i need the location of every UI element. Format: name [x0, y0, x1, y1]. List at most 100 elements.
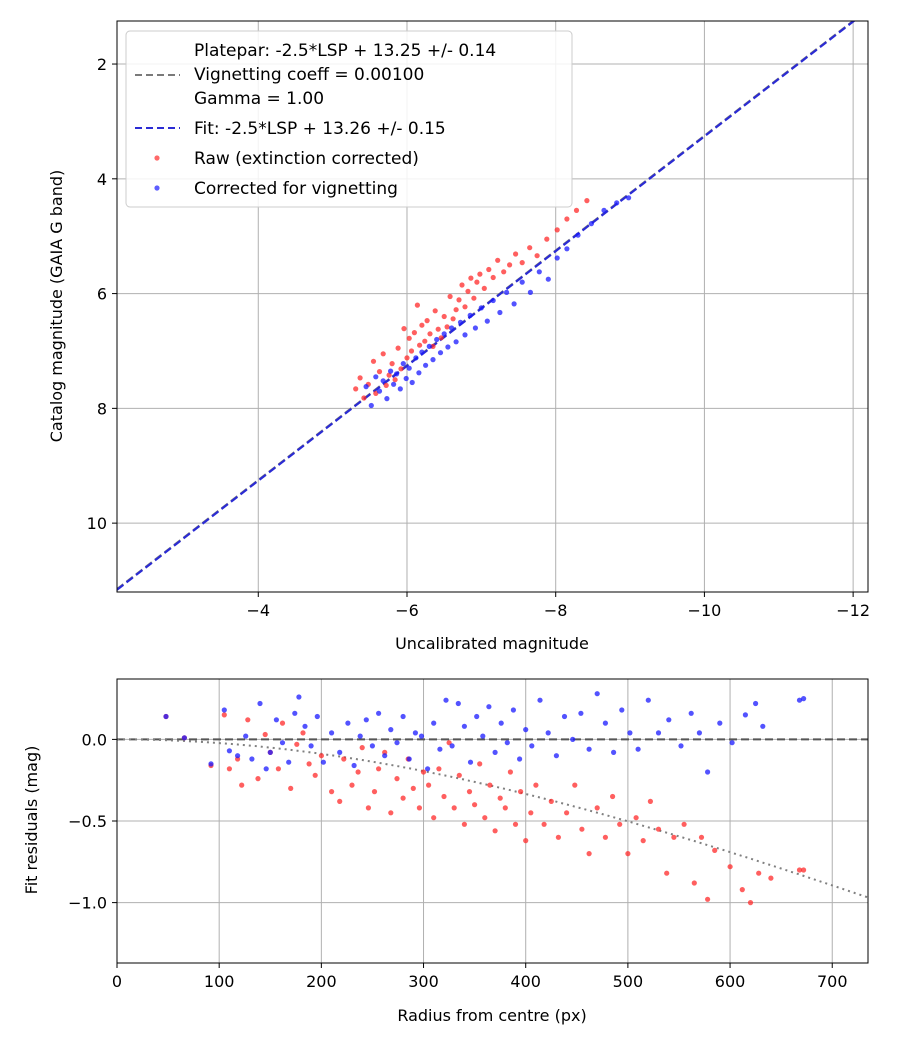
raw-point [554, 227, 560, 233]
raw-point [411, 330, 417, 336]
raw-point [417, 342, 423, 348]
corrected-point [545, 730, 551, 736]
raw-point [349, 782, 355, 788]
bottom-ticks: 0 100 200 300 400 500 600 700 0.0 −0.5 −1.0 [68, 730, 847, 991]
raw-point [739, 887, 745, 893]
raw-point [318, 753, 324, 759]
corrected-point [181, 735, 187, 741]
corrected-point [594, 691, 600, 697]
corrected-point [419, 349, 425, 355]
legend: Platepar: -2.5*LSP + 13.25 +/- 0.14 Vign… [125, 30, 573, 208]
corrected-point [449, 325, 455, 331]
raw-point [401, 326, 407, 332]
raw-point [497, 795, 503, 801]
legend-raw-marker [154, 155, 160, 161]
corrected-point [666, 717, 672, 723]
corrected-point [453, 339, 459, 345]
corrected-point [363, 384, 369, 390]
corrected-point [409, 379, 415, 386]
raw-point [422, 338, 428, 344]
raw-point [544, 236, 550, 242]
x-tick-label: 100 [204, 972, 235, 991]
corrected-point [445, 344, 451, 350]
raw-point [410, 785, 416, 792]
corrected-point [329, 730, 335, 736]
raw-point [435, 326, 441, 332]
corrected-point [376, 710, 382, 716]
corrected-point [406, 365, 412, 371]
raw-point [357, 375, 363, 381]
raw-point [408, 348, 415, 354]
raw-point [427, 331, 433, 337]
corrected-point [611, 749, 617, 756]
corrected-point [449, 743, 455, 749]
raw-point [306, 761, 312, 767]
raw-point [275, 766, 281, 772]
raw-point [492, 828, 498, 834]
top-plot-frame [116, 20, 869, 593]
corrected-point [504, 740, 510, 746]
corrected-point [655, 730, 662, 736]
corrected-point [480, 733, 486, 739]
raw-point [459, 282, 465, 288]
raw-point [579, 826, 585, 832]
corrected-point [430, 357, 436, 363]
raw-point [513, 251, 519, 257]
raw-point [255, 776, 261, 782]
raw-point [796, 867, 803, 873]
corrected-point [561, 713, 568, 720]
raw-point [337, 798, 343, 805]
corrected-point [441, 331, 447, 337]
corrected-point [626, 195, 632, 201]
bottom-grid [116, 679, 868, 963]
raw-point [664, 870, 670, 876]
corrected-point [490, 297, 496, 304]
raw-point [380, 351, 386, 357]
raw-point [507, 769, 513, 775]
corrected-point [221, 707, 227, 713]
x-tick-label: 400 [510, 972, 541, 991]
raw-point [420, 769, 427, 775]
raw-point [383, 382, 389, 388]
corrected-point [601, 207, 607, 213]
bottom-y-axis-label: Fit residuals (mag) [22, 746, 41, 895]
legend-fit-label: Fit: -2.5*LSP + 13.26 +/- 0.15 [194, 119, 446, 139]
raw-point [394, 776, 400, 782]
legend-platepar-label-3: Gamma = 1.00 [194, 89, 324, 109]
legend-raw-label: Raw (extinction corrected) [194, 149, 419, 169]
corrected-point [510, 707, 516, 713]
raw-point [610, 793, 616, 800]
top-ticks: −4 −6 −8 −10 −12 2 4 6 8 10 [87, 55, 870, 620]
x-tick-label: 600 [715, 972, 746, 991]
raw-point [436, 766, 442, 772]
corrected-point [376, 388, 383, 394]
raw-point [555, 834, 562, 840]
raw-point [371, 789, 378, 795]
corrected-point [688, 710, 694, 716]
raw-point [426, 782, 432, 788]
raw-point [533, 782, 539, 788]
legend-corrected-marker [154, 185, 160, 191]
raw-point [655, 826, 662, 832]
x-tick-label: −4 [246, 601, 270, 620]
corrected-point [426, 343, 432, 349]
raw-point [245, 717, 251, 723]
corrected-point [267, 749, 273, 756]
raw-point [640, 838, 646, 844]
raw-point [471, 295, 477, 301]
x-tick-label: −10 [688, 601, 722, 620]
raw-point [705, 896, 711, 902]
x-tick-label: −12 [836, 601, 870, 620]
corrected-point [380, 378, 386, 384]
raw-point [424, 318, 430, 324]
corrected-point [457, 319, 464, 325]
raw-point [395, 345, 401, 351]
corrected-point [536, 269, 542, 275]
corrected-point [243, 733, 249, 739]
x-tick-label: 0 [112, 972, 122, 991]
corrected-point [397, 386, 403, 392]
raw-point [398, 366, 404, 372]
corrected-point [416, 370, 422, 376]
corrected-point [292, 710, 298, 716]
